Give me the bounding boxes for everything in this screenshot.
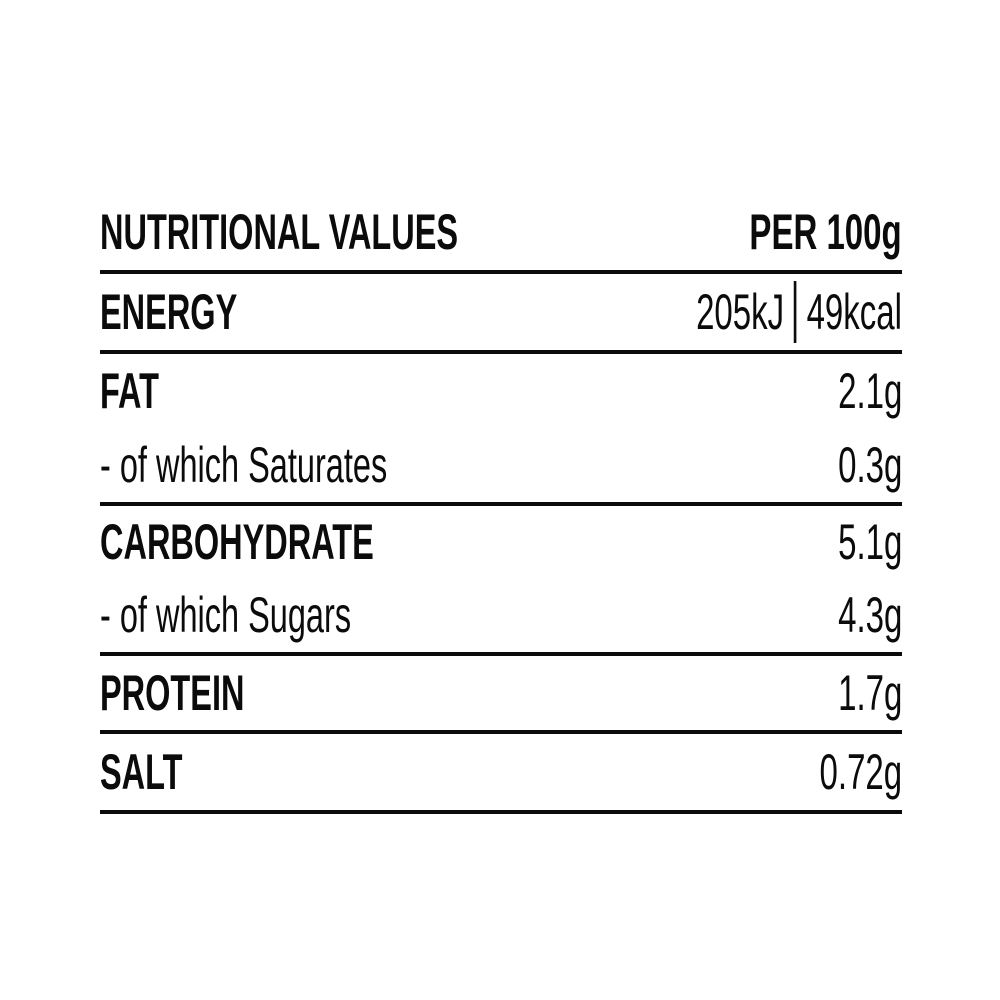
salt-label: SALT	[100, 743, 183, 800]
protein-label: PROTEIN	[100, 664, 245, 721]
fat-label: FAT	[100, 362, 159, 419]
saturates-label: - of which Saturates	[100, 436, 388, 493]
nutrition-facts-table: NUTRITIONAL VALUES PER 100g ENERGY 205kJ…	[100, 195, 902, 814]
sugars-label: - of which Sugars	[100, 587, 352, 643]
table-header-row: NUTRITIONAL VALUES PER 100g	[100, 195, 902, 274]
row-saturates: - of which Saturates 0.3g	[100, 428, 902, 506]
row-energy: ENERGY 205kJ 49kcal	[100, 274, 902, 354]
row-salt: SALT 0.72g	[100, 734, 902, 814]
salt-value: 0.72g	[819, 743, 902, 800]
protein-value: 1.7g	[837, 664, 902, 721]
row-fat: FAT 2.1g	[100, 354, 902, 428]
energy-divider-bar	[794, 281, 797, 343]
per-100g-header: PER 100g	[749, 204, 902, 260]
carbohydrate-label: CARBOHYDRATE	[100, 514, 374, 570]
row-carbohydrate: CARBOHYDRATE 5.1g	[100, 506, 902, 579]
energy-kcal-value: 49kcal	[806, 283, 902, 340]
energy-kj-value: 205kJ	[696, 283, 785, 340]
fat-value: 2.1g	[837, 362, 902, 419]
energy-value: 205kJ 49kcal	[696, 281, 902, 343]
table-title: NUTRITIONAL VALUES	[100, 204, 459, 260]
sugars-value: 4.3g	[837, 587, 902, 643]
row-protein: PROTEIN 1.7g	[100, 656, 902, 734]
carbohydrate-value: 5.1g	[837, 514, 902, 570]
saturates-value: 0.3g	[837, 436, 902, 493]
row-sugars: - of which Sugars 4.3g	[100, 579, 902, 656]
energy-label: ENERGY	[100, 283, 238, 340]
